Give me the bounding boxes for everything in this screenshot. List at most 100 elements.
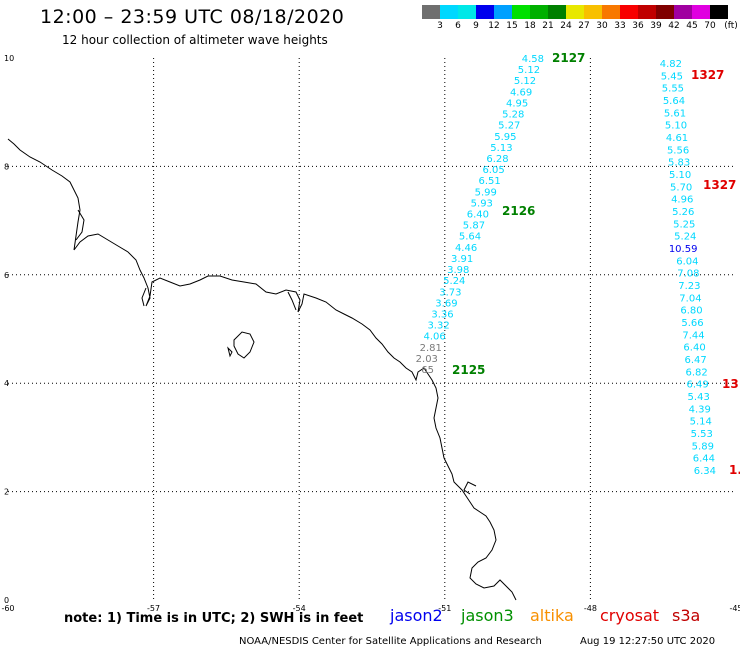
swh-value: 4.61 xyxy=(666,133,688,144)
scale-cell xyxy=(530,5,548,19)
swh-value: 7.44 xyxy=(682,330,704,341)
island xyxy=(227,331,255,359)
scale-cell xyxy=(512,5,530,19)
swh-value: 5.64 xyxy=(663,96,685,107)
swh-value: 3.36 xyxy=(431,309,453,320)
scale-label: 9 xyxy=(473,21,479,31)
scale-label: 21 xyxy=(542,21,554,31)
altimeter-tracks: 4.585.125.124.694.955.285.275.955.136.28… xyxy=(416,51,740,477)
pass-number-label: 1327 xyxy=(703,178,736,192)
scale-label: 3 xyxy=(437,21,443,31)
scale-cell xyxy=(566,5,584,19)
pass-number-label: 2125 xyxy=(452,363,485,377)
scale-unit: (ft) xyxy=(724,21,738,31)
scale-label: 12 xyxy=(488,21,500,31)
swh-value: 5.53 xyxy=(691,429,713,440)
swh-value: 6.40 xyxy=(683,343,705,354)
y-tick-label: 10 xyxy=(4,54,14,63)
satellite-legend-item: altika xyxy=(530,606,574,625)
swh-value: 7.08 xyxy=(677,269,699,280)
swh-value: 6.04 xyxy=(676,256,698,267)
swh-value: 5.27 xyxy=(498,121,520,132)
y-tick-label: 8 xyxy=(4,162,9,171)
swh-value: 65 xyxy=(421,365,434,376)
scale-cell xyxy=(422,5,440,19)
scale-label: 70 xyxy=(704,21,716,31)
y-tick-label: 6 xyxy=(4,271,9,280)
swh-value: 5.93 xyxy=(471,198,493,209)
swh-value: 6.28 xyxy=(486,154,508,165)
credit-line: NOAA/NESDIS Center for Satellite Applica… xyxy=(239,636,542,647)
river-inlet xyxy=(75,209,477,495)
x-tick-label: -51 xyxy=(438,604,451,613)
scale-cell xyxy=(494,5,512,19)
swh-value: 4.82 xyxy=(660,59,682,70)
swh-value: 4.46 xyxy=(455,243,477,254)
swh-value: 6.80 xyxy=(680,306,702,317)
swh-value: 6.49 xyxy=(687,380,709,391)
scale-label: 18 xyxy=(524,21,536,31)
swh-value: 5.56 xyxy=(667,145,689,156)
swh-value: 3.69 xyxy=(435,298,457,309)
swh-value: 4.06 xyxy=(424,332,446,343)
scale-label: 27 xyxy=(578,21,590,31)
y-tick-label: 4 xyxy=(4,379,9,388)
scale-cell xyxy=(458,5,476,19)
map-title: 12:00 – 23:59 UTC 08/18/2020 xyxy=(40,6,345,28)
coastline xyxy=(7,138,517,601)
swh-value: 5.45 xyxy=(661,71,683,82)
swh-value: 4.95 xyxy=(506,98,528,109)
x-tick-label: -60 xyxy=(1,604,14,613)
scale-cell xyxy=(548,5,566,19)
swh-value: 4.39 xyxy=(689,404,711,415)
x-tick-label: -48 xyxy=(584,604,597,613)
scale-cell xyxy=(440,5,458,19)
swh-value: 2.03 xyxy=(416,354,438,365)
swh-value: 6.47 xyxy=(684,355,706,366)
satellite-legend-item: cryosat xyxy=(600,606,660,625)
swh-value: 4.96 xyxy=(671,195,693,206)
swh-value: 5.12 xyxy=(518,65,540,76)
scale-label: 15 xyxy=(506,21,518,31)
generation-timestamp: Aug 19 12:27:50 UTC 2020 xyxy=(580,636,716,647)
scale-cell xyxy=(620,5,638,19)
swh-value: 4.58 xyxy=(522,54,544,65)
swh-value: 2.81 xyxy=(420,343,442,354)
scale-label: 42 xyxy=(668,21,680,31)
axis-ticks: -60 -57 -54 -51 -48 -45 0 2 4 6 8 10 xyxy=(1,54,740,613)
swh-value: 5.10 xyxy=(665,121,687,132)
map-subtitle: 12 hour collection of altimeter wave hei… xyxy=(62,33,328,47)
scale-cell xyxy=(602,5,620,19)
scale-label: 45 xyxy=(686,21,698,31)
scale-cell xyxy=(638,5,656,19)
swh-value: 5.99 xyxy=(475,187,497,198)
scale-cell xyxy=(692,5,710,19)
swh-value: 6.82 xyxy=(685,367,707,378)
pass-number-label: 2127 xyxy=(552,51,585,65)
swh-value: 3.73 xyxy=(439,287,461,298)
swh-value: 5.43 xyxy=(688,392,710,403)
satellite-legend-item: jason3 xyxy=(461,606,514,625)
scale-label: 6 xyxy=(455,21,461,31)
swh-value: 5.10 xyxy=(669,170,691,181)
color-scale-bar xyxy=(422,5,728,19)
swh-value: 5.64 xyxy=(459,232,481,243)
swh-value: 3.98 xyxy=(447,265,469,276)
pass-number-label: 1. xyxy=(729,463,740,477)
scale-label: 39 xyxy=(650,21,662,31)
swh-value: 5.24 xyxy=(674,232,696,243)
scale-cell xyxy=(710,5,728,19)
swh-value: 5.55 xyxy=(662,84,684,95)
swh-value: 6.05 xyxy=(482,165,504,176)
swh-value: 7.23 xyxy=(678,281,700,292)
swh-value: 5.89 xyxy=(692,441,714,452)
swh-value: 5.24 xyxy=(443,276,465,287)
swh-value: 5.12 xyxy=(514,76,536,87)
swh-value: 10.59 xyxy=(669,244,698,255)
y-tick-label: 0 xyxy=(4,596,9,605)
satellite-legend-item: jason2 xyxy=(390,606,443,625)
pass-number-label: 13 xyxy=(722,377,739,391)
swh-value: 5.70 xyxy=(670,182,692,193)
